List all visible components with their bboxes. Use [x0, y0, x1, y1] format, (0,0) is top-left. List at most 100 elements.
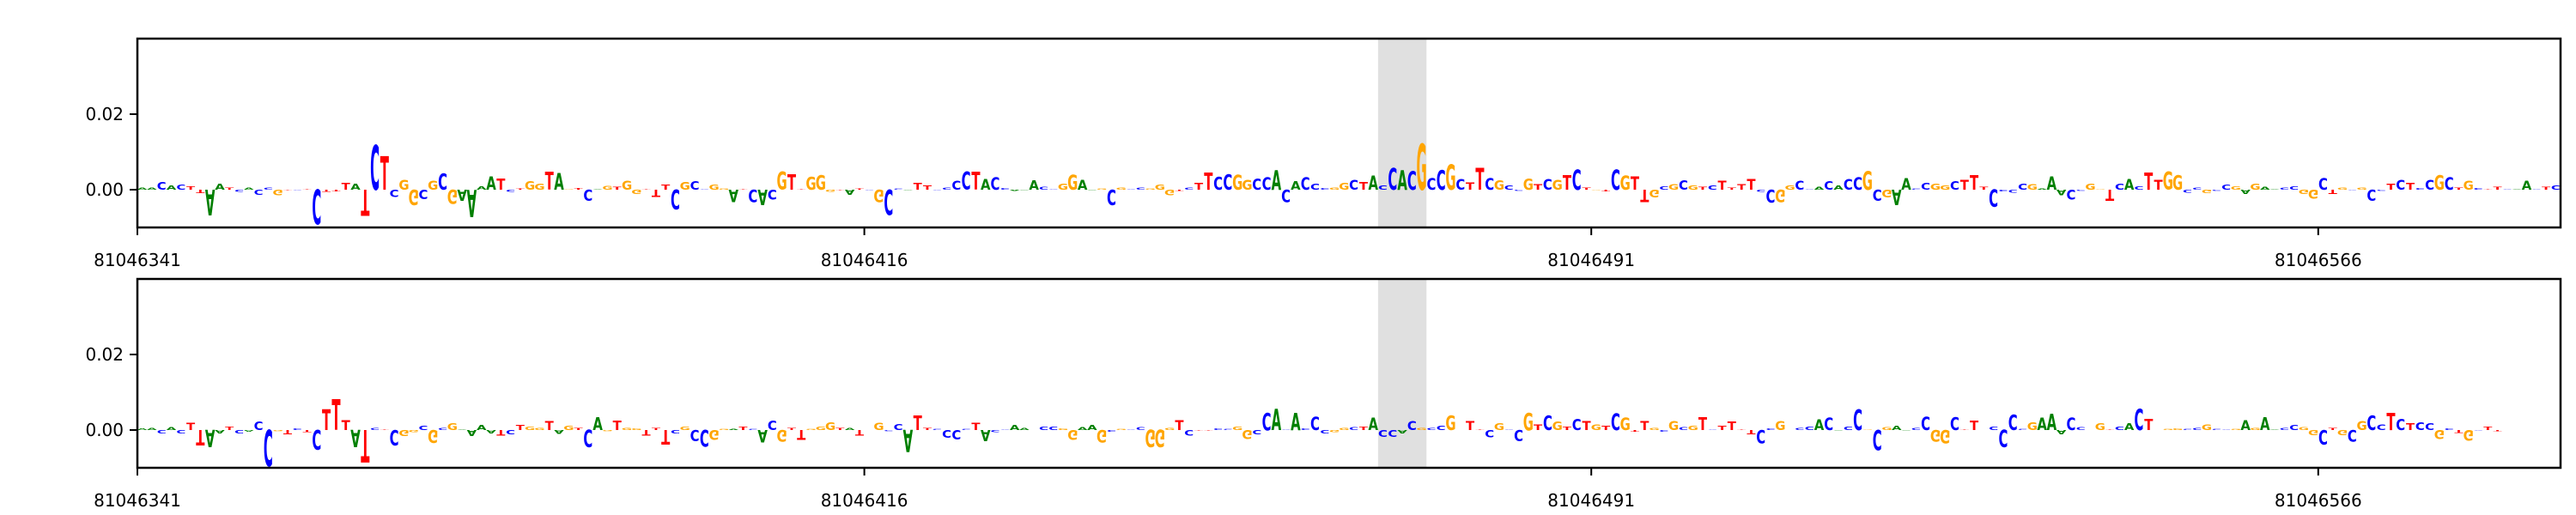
logo-letter: T — [186, 422, 195, 433]
logo-letter: G — [1339, 182, 1349, 192]
logo-letter: C — [951, 179, 961, 193]
logo-letter: C — [1844, 426, 1853, 431]
highlight-region — [1377, 39, 1427, 227]
logo-letter: C — [1708, 429, 1717, 430]
logo-letter: C — [1572, 165, 1582, 197]
logo-letter: T — [186, 185, 196, 191]
logo-letter: G — [525, 426, 535, 431]
logo-letter: A — [1397, 429, 1407, 434]
logo-letter: C — [1281, 185, 1291, 204]
logo-letter: T — [2144, 168, 2154, 196]
logo-letter: C — [1766, 185, 1776, 205]
logo-letter: C — [1756, 425, 1765, 445]
logo-letter: G — [409, 429, 419, 433]
logo-letter: T — [1747, 428, 1755, 435]
logo-letter: T — [1563, 172, 1572, 195]
logo-letter: C — [2115, 426, 2124, 431]
logo-letter: C — [1824, 180, 1833, 193]
logo-letter: C — [234, 429, 244, 434]
logo-letter: T — [1698, 415, 1708, 435]
logo-letter: C — [1659, 429, 1668, 432]
logo-letter: A — [215, 429, 225, 434]
logo-letter: G — [2027, 421, 2038, 433]
logo-letter: A — [728, 185, 738, 204]
logo-letter: T — [1582, 187, 1591, 191]
logo-letter: T — [1631, 173, 1639, 194]
logo-letter: C — [2551, 185, 2561, 191]
logo-letter: A — [1892, 425, 1902, 432]
logo-letter: G — [2163, 428, 2173, 430]
logo-letter: C — [1378, 184, 1388, 191]
logo-letter: C — [2531, 189, 2541, 190]
logo-letter: T — [545, 419, 554, 433]
logo-letter: G — [1775, 185, 1785, 203]
logo-letter: C — [390, 425, 399, 450]
logo-letter: C — [1795, 427, 1804, 431]
logo-letter: T — [1698, 186, 1708, 191]
logo-letter: A — [757, 185, 768, 209]
logo-letter: G — [719, 188, 729, 190]
logo-letter: C — [1426, 427, 1436, 431]
logo-letter: T — [2494, 186, 2503, 191]
logo-letter: G — [1591, 423, 1601, 432]
logo-letter: T — [1640, 185, 1649, 204]
logo-letter: A — [205, 424, 216, 451]
logo-letter: T — [496, 428, 506, 437]
logo-letter: T — [1718, 425, 1727, 432]
logo-letter: T — [1640, 419, 1649, 433]
logo-letter: C — [1766, 428, 1776, 431]
logo-letter: T — [1737, 183, 1747, 191]
logo-letter: A — [757, 425, 768, 445]
logo-letter: T — [516, 188, 526, 190]
logo-letter: G — [563, 189, 574, 190]
logo-letter: G — [2464, 427, 2474, 444]
logo-letter: C — [894, 422, 903, 433]
logo-letter: T — [331, 189, 341, 191]
logo-letter: C — [2377, 189, 2386, 191]
logo-letter: C — [1136, 187, 1145, 191]
logo-letter: A — [1901, 174, 1911, 193]
logo-letter: C — [1824, 415, 1833, 434]
logo-letter: C — [157, 429, 167, 434]
logo-letter: A — [350, 424, 361, 451]
logo-letter: T — [196, 189, 205, 194]
logo-letter: A — [1087, 424, 1098, 432]
logo-letter: C — [1213, 174, 1223, 195]
logo-letter: G — [1930, 182, 1941, 192]
logo-letter: C — [1543, 411, 1552, 434]
logo-letter: A — [1368, 415, 1378, 434]
logo-letter: C — [962, 428, 971, 430]
logo-letter: G — [1523, 176, 1534, 194]
logo-letter: C — [2502, 189, 2512, 190]
logo-letter: T — [322, 404, 331, 436]
logo-letter: C — [2183, 189, 2192, 193]
logo-letter: C — [2318, 174, 2328, 193]
logo-letter: A — [457, 186, 467, 204]
x-tick-label: 81046566 — [2275, 490, 2362, 511]
logo-letter: G — [525, 180, 535, 193]
logo-letter: C — [2076, 427, 2086, 431]
logo-letter: G — [1552, 177, 1563, 193]
logo-letter: C — [2289, 424, 2299, 432]
logo-letter: G — [1097, 425, 1107, 445]
logo-letter: T — [2105, 429, 2115, 430]
logo-letter: T — [322, 189, 331, 192]
logo-letter: T — [2483, 189, 2493, 190]
logo-letter: A — [2047, 409, 2057, 435]
logo-letter: C — [768, 186, 777, 203]
logo-letter: G — [1417, 427, 1427, 431]
logo-letter: C — [2135, 186, 2144, 191]
logo-letter: A — [486, 429, 496, 434]
logo-letter: C — [1795, 179, 1804, 192]
logo-letter: A — [1397, 165, 1407, 197]
logo-letter: C — [690, 427, 700, 444]
logo-letter: A — [554, 428, 564, 434]
logo-letter: C — [700, 189, 709, 190]
logo-letter: G — [1552, 421, 1563, 433]
logo-letter: G — [1329, 187, 1340, 191]
logo-letter: C — [293, 190, 302, 191]
logo-letter: C — [2221, 184, 2231, 191]
logo-letter: A — [147, 427, 157, 431]
logo-letter: C — [1127, 189, 1136, 190]
logo-letter: T — [2542, 186, 2551, 191]
